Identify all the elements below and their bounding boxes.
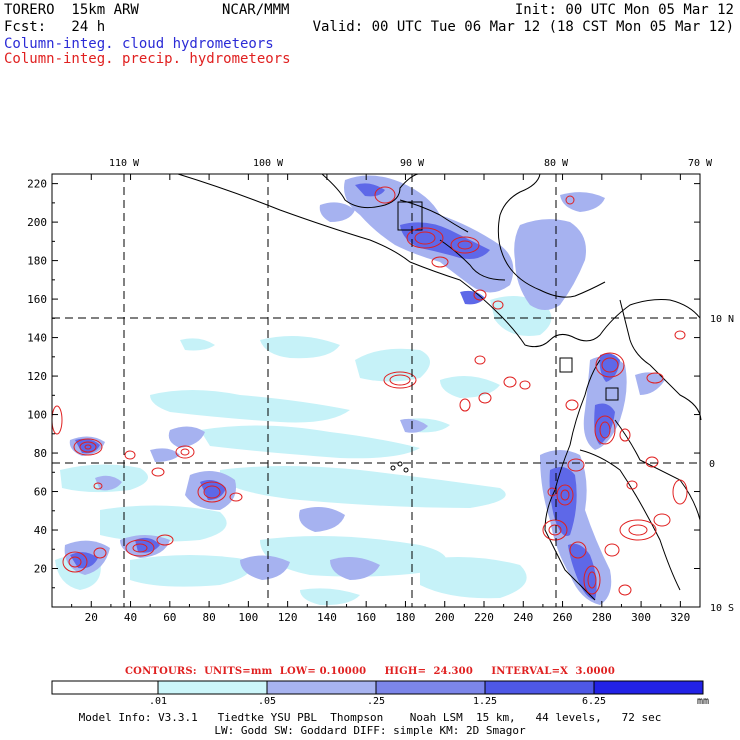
- forecast-hour: Fcst: 24 h: [4, 19, 106, 35]
- org-label: NCAR/MMM: [222, 2, 290, 18]
- colorbar-segment: [593, 680, 704, 695]
- lon-label-70w: 70 W: [688, 158, 713, 169]
- x-tick-label: 20: [85, 611, 98, 624]
- valid-time: Valid: 00 UTC Tue 06 Mar 12 (18 CST Mon …: [312, 19, 734, 35]
- model-title: TORERO 15km ARW: [4, 2, 139, 18]
- cloud-shading: [55, 175, 665, 606]
- colorbar-label-2: .25: [367, 696, 385, 707]
- colorbar-segments: [51, 680, 704, 695]
- latitude-labels: 10 N 0 10 S: [709, 314, 734, 614]
- x-tick-label: 60: [163, 611, 176, 624]
- init-time: Init: 00 UTC Mon 05 Mar 12: [514, 2, 734, 18]
- y-tick-label: 160: [27, 293, 47, 306]
- lon-label-100w: 100 W: [253, 158, 284, 169]
- lat-label-10n: 10 N: [710, 314, 734, 325]
- colorbar-segment: [375, 680, 486, 695]
- cloud-light-areas: [55, 296, 552, 606]
- y-tick-label: 80: [34, 447, 47, 460]
- precip-legend: Column-integ. precip. hydrometeors: [4, 51, 291, 67]
- colorbar-segment: [484, 680, 595, 695]
- x-tick-label: 300: [631, 611, 651, 624]
- y-tick-label: 140: [27, 332, 47, 345]
- y-tick-label: 200: [27, 216, 47, 229]
- colorbar-label-4: 6.25: [582, 696, 606, 707]
- colorbar-segment: [51, 680, 159, 695]
- y-tick-label: 40: [34, 524, 47, 537]
- y-tick-label: 100: [27, 409, 47, 422]
- map-border: [51, 173, 701, 608]
- model-info-line1: Model Info: V3.3.1 Tiedtke YSU PBL Thomp…: [78, 711, 662, 724]
- cloud-legend: Column-integ. cloud hydrometeors: [4, 36, 274, 52]
- x-tick-label: 80: [202, 611, 215, 624]
- y-tick-label: 220: [27, 178, 47, 191]
- longitude-labels: 110 W 100 W 90 W 80 W 70 W: [109, 158, 713, 169]
- x-tick-label: 260: [553, 611, 573, 624]
- y-tick-label: 60: [34, 486, 47, 499]
- x-tick-label: 40: [124, 611, 137, 624]
- x-tick-label: 120: [278, 611, 298, 624]
- map-frame: 20 40 60 80 100 120 140 160 180 200 220 240 260 280 30…: [27, 173, 701, 624]
- x-tick-label: 240: [513, 611, 533, 624]
- colorbar-label-0: .01: [149, 696, 167, 707]
- x-tick-label: 220: [474, 611, 494, 624]
- y-tick-label: 180: [27, 255, 47, 268]
- colorbar-segment: [157, 680, 268, 695]
- x-tick-label: 280: [592, 611, 612, 624]
- x-tick-label: 200: [435, 611, 455, 624]
- lat-label-10s: 10 S: [710, 603, 734, 614]
- colorbar: .01 .05 .25 1.25 6.25 mm: [51, 680, 709, 707]
- x-tick-label: 160: [356, 611, 376, 624]
- colorbar-label-3: 1.25: [473, 696, 497, 707]
- coastlines: [177, 173, 702, 601]
- lat-label-0: 0: [709, 459, 715, 470]
- model-info-line2: LW: Godd SW: Goddard DIFF: simple KM: 2D…: [214, 724, 526, 737]
- lon-label-110w: 110 W: [109, 158, 140, 169]
- lon-label-80w: 80 W: [544, 158, 569, 169]
- x-tick-label: 140: [317, 611, 337, 624]
- x-tick-label: 320: [670, 611, 690, 624]
- contour-info: CONTOURS: UNITS=mm LOW= 0.10000 HIGH= 24…: [125, 666, 615, 677]
- colorbar-unit: mm: [697, 696, 709, 707]
- y-tick-label: 120: [27, 370, 47, 383]
- x-tick-label: 100: [238, 611, 258, 624]
- x-tick-label: 180: [396, 611, 416, 624]
- precip-contours: [51, 186, 688, 596]
- colorbar-label-1: .05: [258, 696, 276, 707]
- colorbar-segment: [266, 680, 377, 695]
- lon-label-90w: 90 W: [400, 158, 425, 169]
- colorbar-labels: .01 .05 .25 1.25 6.25 mm: [149, 696, 709, 707]
- y-tick-label: 20: [34, 563, 47, 576]
